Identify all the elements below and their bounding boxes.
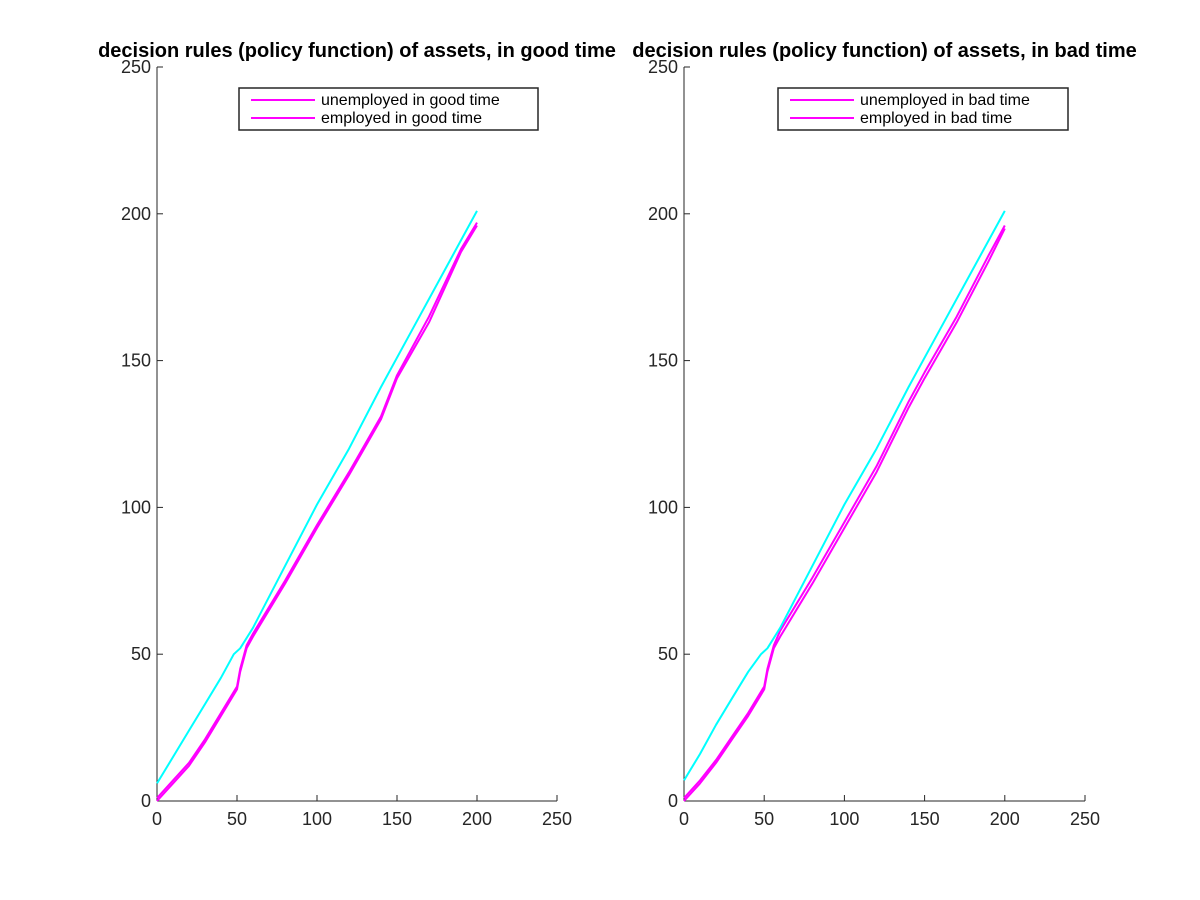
x-tick-label: 50 (754, 809, 774, 829)
y-tick-label: 50 (131, 644, 151, 664)
x-tick-label: 200 (990, 809, 1020, 829)
series-line-0 (156, 224, 478, 802)
series-line-2 (683, 210, 1006, 781)
y-tick-label: 100 (648, 497, 678, 517)
y-tick-label: 0 (141, 791, 151, 811)
legend-box (777, 87, 1069, 131)
y-tick-label: 100 (121, 497, 151, 517)
y-tick-label: 200 (648, 204, 678, 224)
y-tick-label: 150 (648, 351, 678, 371)
x-tick-label: 0 (152, 809, 162, 829)
y-tick-label: 150 (121, 351, 151, 371)
y-tick-label: 200 (121, 204, 151, 224)
series-line-1 (156, 222, 478, 799)
y-tick-label: 250 (121, 57, 151, 77)
series-line-2 (156, 210, 478, 784)
x-tick-label: 0 (679, 809, 689, 829)
x-tick-label: 50 (227, 809, 247, 829)
legend-entry-label: employed in bad time (860, 110, 1012, 127)
y-tick-label: 250 (648, 57, 678, 77)
y-tick-label: 0 (668, 791, 678, 811)
chart-title: decision rules (policy function) of asse… (632, 40, 1137, 62)
legend-entry-label: unemployed in good time (321, 92, 500, 109)
x-tick-label: 250 (1070, 809, 1100, 829)
legend-box (238, 87, 539, 131)
series-line-0 (683, 228, 1006, 802)
x-tick-label: 100 (302, 809, 332, 829)
x-tick-label: 200 (462, 809, 492, 829)
chart-title: decision rules (policy function) of asse… (98, 40, 616, 62)
x-tick-label: 250 (542, 809, 572, 829)
x-tick-label: 150 (382, 809, 412, 829)
y-tick-label: 50 (658, 644, 678, 664)
legend-entry-label: unemployed in bad time (860, 92, 1030, 109)
legend-entry-label: employed in good time (321, 110, 482, 127)
x-tick-label: 100 (829, 809, 859, 829)
x-tick-label: 150 (910, 809, 940, 829)
series-line-1 (683, 225, 1006, 799)
